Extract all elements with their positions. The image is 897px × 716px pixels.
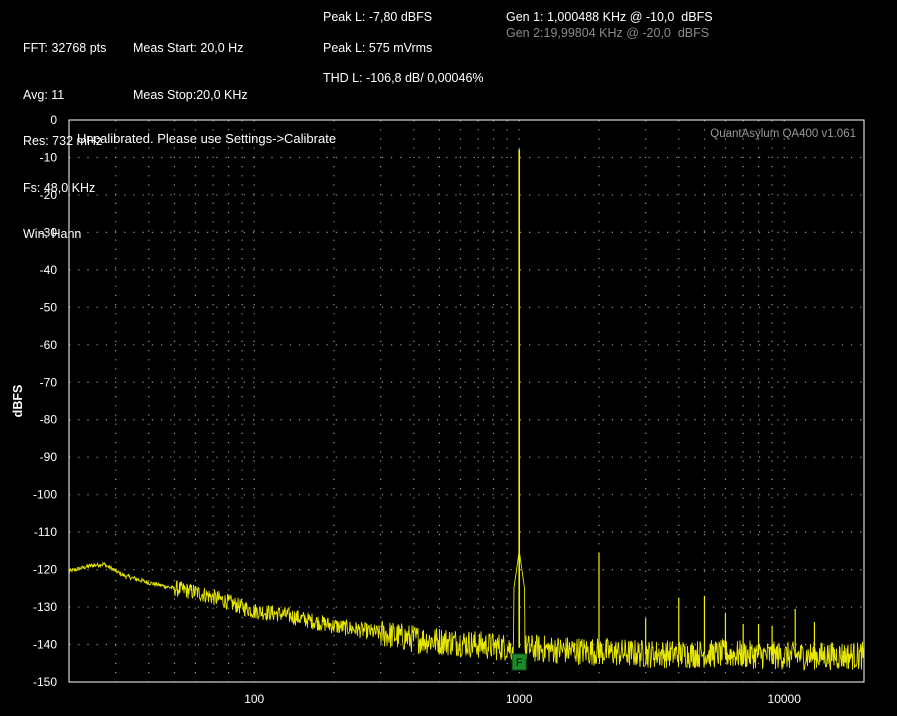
- y-axis-label: dBFS: [11, 385, 25, 418]
- fft-size-readout: FFT: 32768 pts: [23, 41, 107, 55]
- y-tick-label: -50: [40, 300, 58, 314]
- generator-2-readout: Gen 2:19,99804 KHz @ -20,0 dBFS: [506, 26, 710, 40]
- readout-column-2: Meas Start: 20,0 Hz Meas Stop:20,0 KHz: [133, 10, 248, 119]
- x-tick-labels: 100 1000 10000: [244, 692, 801, 706]
- noise-floor-trace: [68, 551, 865, 671]
- y-tick-label: -90: [40, 450, 58, 464]
- frequency-marker[interactable]: F: [511, 653, 527, 671]
- y-tick-label: -10: [40, 150, 58, 164]
- calibration-warning: Uncalibrated. Please use Settings->Calib…: [77, 131, 336, 146]
- averages-readout: Avg: 11: [23, 87, 65, 102]
- y-tick-label: -60: [40, 338, 58, 352]
- y-tick-label: -20: [40, 188, 58, 202]
- sample-rate-readout: Fs: 48,0 KHz: [23, 180, 96, 195]
- resolution-readout: Res: 732 mHz: [23, 134, 103, 148]
- window-readout: Win: Hann: [23, 227, 82, 241]
- y-tick-label: -100: [33, 488, 57, 502]
- x-tick-label: 1000: [506, 692, 533, 706]
- meas-start-readout: Meas Start: 20,0 Hz: [133, 41, 244, 55]
- readout-column-1: FFT: 32768 pts Avg: 11 Res: 732 mHz Fs: …: [23, 10, 106, 258]
- y-tick-label: -140: [33, 638, 57, 652]
- y-tick-label: -80: [40, 413, 58, 427]
- y-tick-label: -120: [33, 563, 57, 577]
- x-tick-label: 100: [244, 692, 264, 706]
- peak-vrms-readout: Peak L: 575 mVrms: [323, 41, 433, 55]
- generator-1-readout: Gen 1: 1,000488 KHz @ -10,0 dBFS: [506, 10, 713, 24]
- meas-stop-readout: Meas Stop:20,0 KHz: [133, 87, 248, 102]
- spectrum-trace: [68, 149, 865, 671]
- marker-label: F: [516, 657, 523, 669]
- x-tick-label: 10000: [768, 692, 802, 706]
- y-tick-label: -150: [33, 675, 57, 689]
- brand-label: QuantAsylum QA400 v1.061: [710, 128, 856, 140]
- y-tick-label: -110: [34, 525, 57, 539]
- y-tick-label: -30: [40, 225, 58, 239]
- grid-lines: [69, 120, 864, 682]
- thd-readout: THD L: -106,8 dB/ 0,00046%: [323, 71, 484, 85]
- marker-box: [511, 653, 527, 671]
- y-tick-labels: 0 -10 -20 -30 -40 -50 -60 -70 -80 -90 -100 -110 -120…: [33, 113, 57, 689]
- y-tick-label: -130: [33, 600, 57, 614]
- peak-dbfs-readout: Peak L: -7,80 dBFS: [323, 10, 433, 24]
- y-tick-label: 0: [50, 113, 57, 127]
- y-tick-label: -40: [40, 263, 58, 277]
- plot-frame: [68, 119, 865, 683]
- y-tick-label: -70: [40, 375, 58, 389]
